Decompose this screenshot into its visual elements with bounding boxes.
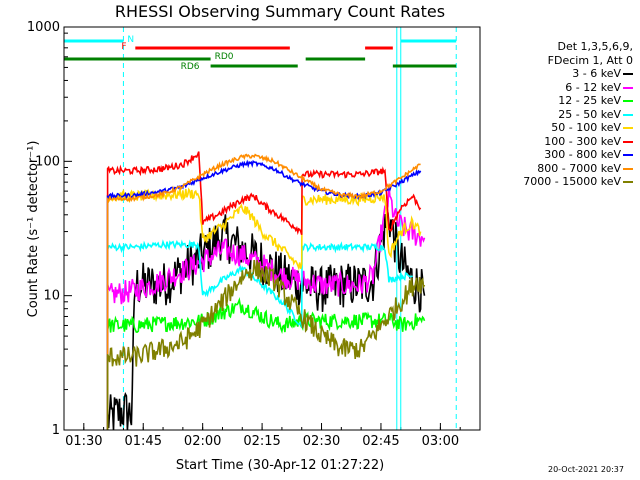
chart-title: RHESSI Observing Summary Count Rates: [115, 2, 445, 21]
legend-item: 800 - 7000 keV: [505, 162, 633, 176]
legend-swatch: [623, 100, 633, 102]
footer-timestamp: 20-Oct-2021 20:37: [548, 465, 624, 474]
x-tick-label: 02:30: [303, 434, 340, 449]
plot-frame: [63, 26, 481, 431]
legend-swatch: [623, 86, 633, 89]
series-line: [106, 239, 413, 430]
legend-item: 3 - 6 keV: [505, 67, 633, 81]
legend-item: 100 - 300 keV: [505, 135, 633, 149]
series-line: [106, 151, 422, 430]
status-bar-label: RD0: [215, 52, 234, 62]
legend-swatch: [623, 127, 633, 129]
legend-label: 300 - 800 keV: [544, 148, 621, 161]
x-tick-label: 03:00: [422, 434, 459, 449]
status-bar-label: RD6: [181, 62, 200, 72]
status-bar-label: F: [121, 42, 126, 52]
x-tick-label: 01:30: [65, 434, 102, 449]
x-tick-label: 02:00: [184, 434, 221, 449]
legend-label: 25 - 50 keV: [558, 107, 621, 121]
legend-swatch: [623, 73, 633, 75]
series-line: [106, 259, 426, 430]
legend-label: 12 - 25 keV: [558, 94, 621, 107]
legend: Det 1,3,5,6,9, FDecim 1, Att 0 3 - 6 keV…: [505, 40, 633, 189]
legend-item: 7000 - 15000 keV: [505, 175, 633, 189]
x-axis-label: Start Time (30-Apr-12 01:27:22): [176, 458, 384, 473]
y-tick-label: 10: [43, 289, 60, 304]
legend-header-line-1: Det 1,3,5,6,9,: [557, 40, 633, 53]
legend-label: 50 - 100 keV: [551, 121, 621, 134]
legend-item: 12 - 25 keV: [505, 94, 633, 108]
series-line: [106, 184, 426, 430]
legend-header-line-2: FDecim 1, Att 0: [547, 53, 633, 67]
x-tick-label: 02:15: [243, 434, 280, 449]
legend-swatch: [623, 154, 633, 156]
y-tick-label: 1000: [27, 20, 60, 35]
legend-label: 100 - 300 keV: [544, 134, 621, 148]
legend-label: 7000 - 15000 keV: [523, 175, 621, 188]
legend-swatch: [623, 167, 633, 170]
legend-label: 800 - 7000 keV: [537, 161, 621, 175]
y-tick-label: 100: [35, 154, 60, 169]
x-tick-label: 02:45: [362, 434, 399, 449]
legend-item: 50 - 100 keV: [505, 121, 633, 135]
series-line: [106, 296, 426, 430]
series-line: [106, 187, 422, 430]
legend-swatch: [623, 113, 633, 116]
series-line: [106, 159, 422, 430]
legend-swatch: [623, 181, 633, 183]
legend-swatch: [623, 140, 633, 143]
x-tick-label: 01:45: [125, 434, 162, 449]
legend-label: 3 - 6 keV: [572, 67, 621, 80]
legend-item: 25 - 50 keV: [505, 108, 633, 122]
y-axis-label: Count Rate (s⁻¹ detector⁻¹): [26, 141, 41, 318]
legend-item: 6 - 12 keV: [505, 81, 633, 95]
y-tick-label: 1: [52, 423, 60, 438]
legend-label: 6 - 12 keV: [565, 80, 621, 94]
series-line: [106, 153, 421, 430]
status-bar-label: N: [127, 35, 134, 45]
legend-item: 300 - 800 keV: [505, 148, 633, 162]
